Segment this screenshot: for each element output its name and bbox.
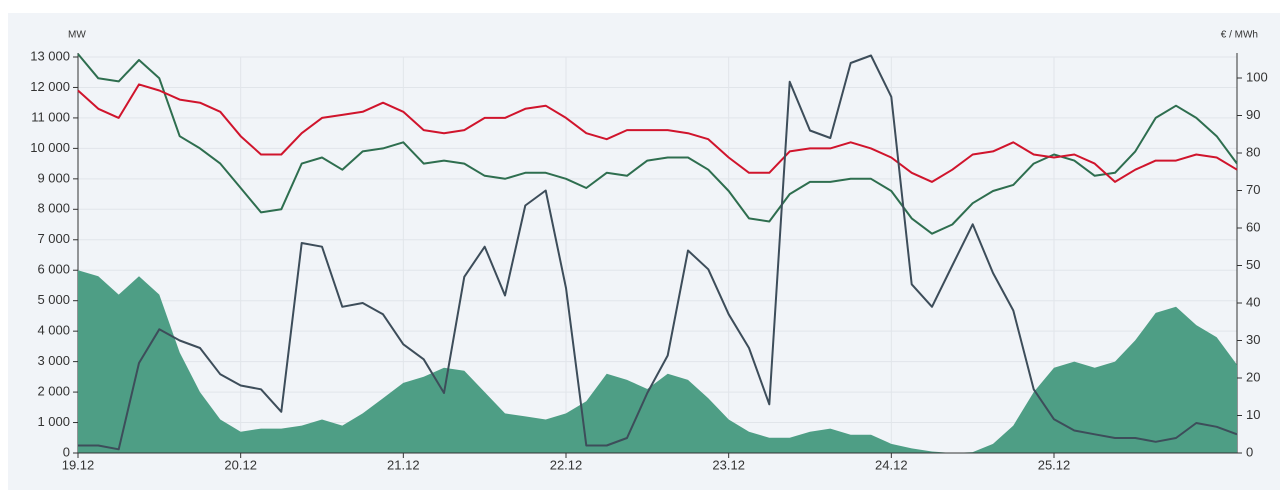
x-tick-label: 21.12 xyxy=(387,457,420,472)
y-tick-label: 0 xyxy=(63,444,70,459)
y2-tick-label: 90 xyxy=(1246,107,1260,122)
y2-tick-label: 40 xyxy=(1246,294,1260,309)
y-tick-label: 10 000 xyxy=(30,140,70,155)
x-tick-label: 20.12 xyxy=(224,457,257,472)
y2-tick-label: 20 xyxy=(1246,369,1260,384)
y2-tick-label: 10 xyxy=(1246,407,1260,422)
y-tick-label: 2 000 xyxy=(37,384,70,399)
y2-tick-label: 80 xyxy=(1246,144,1260,159)
x-tick-label: 22.12 xyxy=(550,457,583,472)
y-tick-label: 5 000 xyxy=(37,292,70,307)
y-tick-label: 6 000 xyxy=(37,262,70,277)
x-tick-label: 25.12 xyxy=(1038,457,1071,472)
y2-tick-label: 100 xyxy=(1246,69,1268,84)
y2-tick-label: 70 xyxy=(1246,182,1260,197)
y-tick-label: 8 000 xyxy=(37,201,70,216)
y2-axis-label: € / MWh xyxy=(1221,30,1258,41)
line xyxy=(78,54,1238,451)
line xyxy=(77,83,1238,183)
x-tick-label: 23.12 xyxy=(712,457,745,472)
y2-tick-label: 30 xyxy=(1246,332,1260,347)
y-tick-label: 9 000 xyxy=(37,170,70,185)
y-tick-label: 4 000 xyxy=(37,323,70,338)
y-tick-label: 7 000 xyxy=(37,231,70,246)
x-tick-label: 24.12 xyxy=(875,457,908,472)
y2-tick-label: 50 xyxy=(1246,257,1260,272)
y-axis-label: MW xyxy=(68,30,86,41)
y2-tick-label: 0 xyxy=(1246,444,1253,459)
y-tick-label: 1 000 xyxy=(37,414,70,429)
y-tick-label: 12 000 xyxy=(30,79,70,94)
y-tick-label: 13 000 xyxy=(30,48,70,63)
y-tick-label: 11 000 xyxy=(31,109,70,124)
line xyxy=(77,53,1238,235)
y2-tick-label: 60 xyxy=(1246,219,1260,234)
x-tick-label: 19.12 xyxy=(62,457,95,472)
y-tick-label: 3 000 xyxy=(37,353,70,368)
area xyxy=(78,270,1237,453)
